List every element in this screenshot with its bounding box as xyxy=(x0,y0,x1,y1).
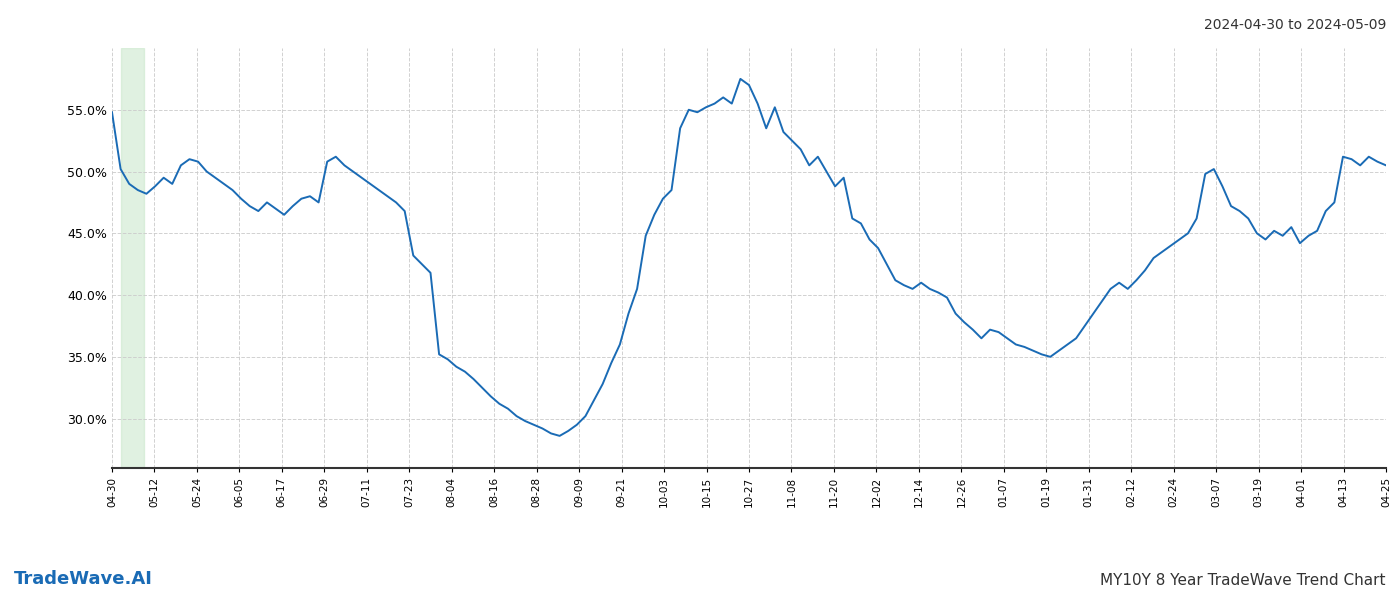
Text: TradeWave.AI: TradeWave.AI xyxy=(14,570,153,588)
Bar xyxy=(120,48,144,468)
Text: MY10Y 8 Year TradeWave Trend Chart: MY10Y 8 Year TradeWave Trend Chart xyxy=(1100,573,1386,588)
Text: 2024-04-30 to 2024-05-09: 2024-04-30 to 2024-05-09 xyxy=(1204,18,1386,32)
